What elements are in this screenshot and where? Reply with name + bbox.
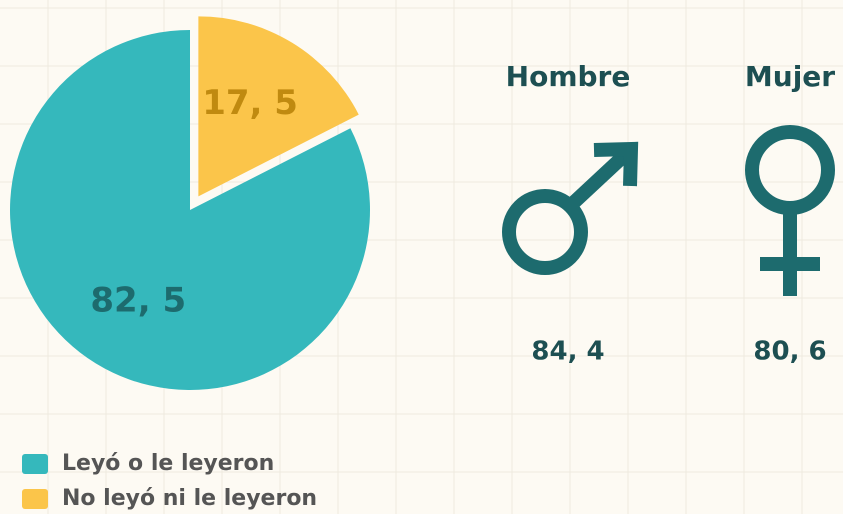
male-symbol [502,141,639,275]
gender-label: Hombre [506,60,631,93]
data-label: 17, 5 [202,83,298,123]
female-symbol [745,125,835,296]
pie-slice [10,30,370,390]
pie: 82, 5 17, 5 [10,16,370,390]
gender-value: 84, 4 [531,337,604,367]
data-label: 82, 5 [90,281,186,321]
pie-slice [198,16,359,197]
legend-swatch [22,489,48,509]
legend: Leyó o le leyeron No leyó ni le leyeron [22,451,317,511]
legend-label: Leyó o le leyeron [62,451,274,476]
legend-swatch [22,454,48,474]
gender-value: 80, 6 [753,337,826,367]
gender-label: Mujer [745,60,835,93]
legend-label: No leyó ni le leyeron [62,486,317,511]
